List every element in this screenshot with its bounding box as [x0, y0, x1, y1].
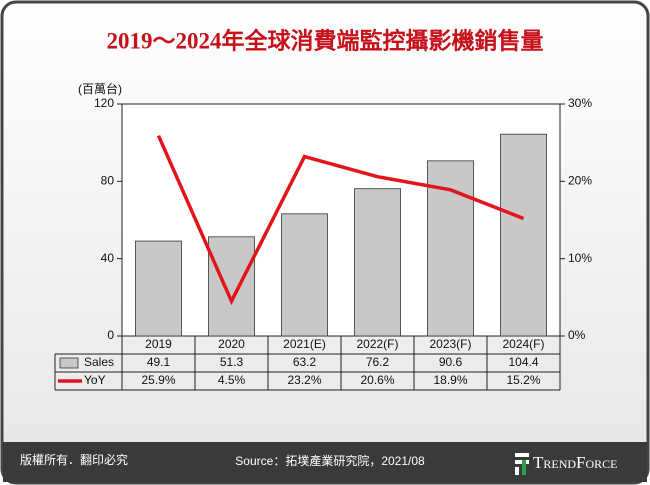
y-tick-label: 0 [107, 328, 114, 342]
table-value: 25.9% [141, 373, 175, 387]
y-tick-label: 120 [94, 96, 114, 110]
bar [208, 236, 255, 337]
table-value: 90.6 [439, 355, 463, 369]
y2-tick-label: 30% [568, 96, 592, 110]
x-tick-label: 2020 [218, 337, 245, 351]
logo-icon [515, 453, 529, 475]
bar [281, 213, 328, 337]
table-value: 15.2% [506, 373, 540, 387]
legend-label: YoY [84, 373, 106, 387]
y-tick-label: 80 [101, 174, 115, 188]
logo-text: TrendForce [533, 453, 618, 472]
legend-swatch [59, 357, 79, 369]
y-axis-label: (百萬台) [78, 81, 122, 96]
bar [500, 133, 547, 337]
y-tick-label: 40 [101, 251, 115, 265]
footer-bar [3, 442, 647, 482]
copyright: 版權所有．翻印必究 [20, 452, 128, 467]
plot-area [121, 103, 561, 337]
table-value: 4.5% [218, 373, 246, 387]
chart-title: 2019～2024年全球消費端監控攝影機銷售量 [107, 27, 544, 53]
table-value: 104.4 [508, 355, 538, 369]
x-tick-label: 2019 [145, 337, 172, 351]
line [156, 135, 525, 306]
source: Source：拓墣產業研究院，2021/08 [235, 453, 425, 468]
legend-label: Sales [84, 355, 114, 369]
bar [135, 240, 182, 337]
x-tick-label: 2023(F) [429, 337, 471, 351]
bar [354, 188, 401, 337]
y2-tick-label: 20% [568, 174, 592, 188]
y2-tick-label: 0% [568, 328, 586, 342]
x-tick-label: 2022(F) [356, 337, 398, 351]
x-tick-label: 2024(F) [502, 337, 544, 351]
table-value: 51.3 [220, 355, 244, 369]
y2-tick-label: 10% [568, 251, 592, 265]
table-value: 18.9% [433, 373, 467, 387]
table-value: 49.1 [147, 355, 171, 369]
table-value: 76.2 [366, 355, 390, 369]
table-value: 20.6% [360, 373, 394, 387]
table-value: 63.2 [293, 355, 317, 369]
table-value: 23.2% [287, 373, 321, 387]
x-tick-label: 2021(E) [283, 337, 326, 351]
